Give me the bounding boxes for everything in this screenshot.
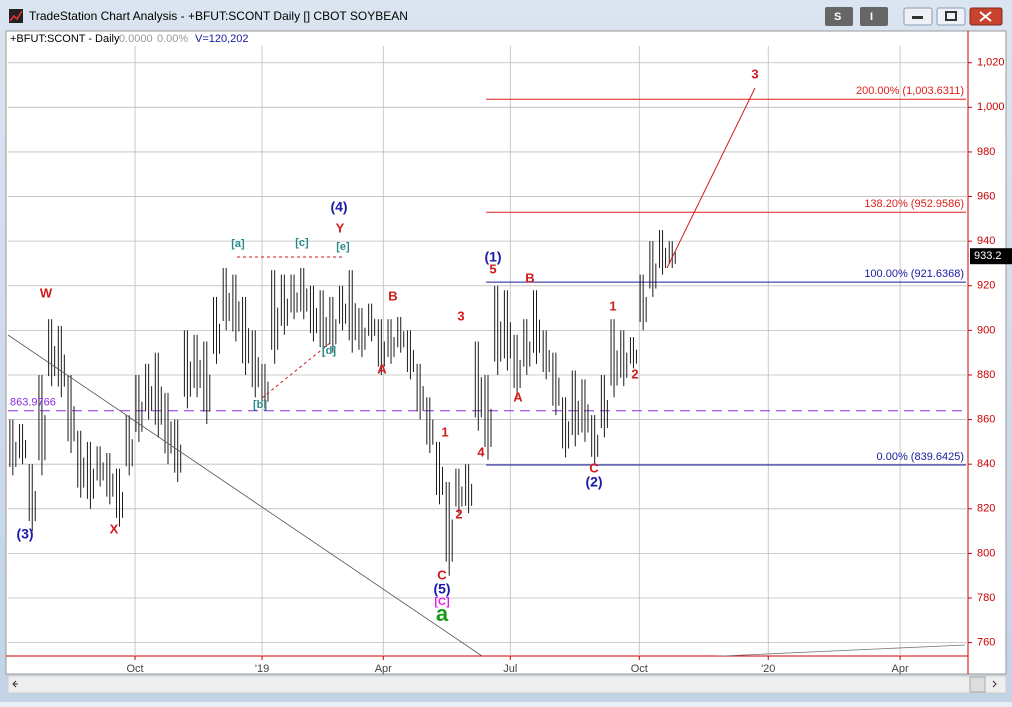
trendline <box>713 644 966 656</box>
scroll-left[interactable] <box>12 680 18 688</box>
wave-label: [e] <box>336 241 350 253</box>
fib-label: 100.00% (921.6368) <box>864 268 964 280</box>
wave-label: 3 <box>751 66 758 81</box>
scroll-right[interactable] <box>992 680 997 688</box>
x-tick-label: Oct <box>126 663 143 675</box>
s-button-label: S <box>834 11 841 23</box>
wave-label: [a] <box>231 238 245 250</box>
volume: V=120,202 <box>195 33 249 45</box>
wave-label: [d] <box>322 345 336 357</box>
symbol: +BFUT:SCONT - Daily <box>10 33 120 45</box>
y-tick-label: 840 <box>977 458 995 470</box>
scrollbar[interactable] <box>7 675 1007 694</box>
y-tick-label: 920 <box>977 280 995 292</box>
wave-label: [C] <box>434 596 450 608</box>
y-tick-label: 800 <box>977 547 995 559</box>
wave-label: (4) <box>330 199 347 215</box>
i-button-label: I <box>870 11 873 23</box>
wave-label: (3) <box>16 526 33 542</box>
change-pct: 0.00% <box>157 33 188 45</box>
change: 0.0000 <box>119 33 153 45</box>
wave-label: Y <box>336 220 345 235</box>
scroll-thumb[interactable] <box>969 676 986 693</box>
fib-label: 0.00% (839.6425) <box>877 451 964 463</box>
x-tick-label: '19 <box>255 663 269 675</box>
close-glyph <box>979 11 992 22</box>
y-tick-label: 980 <box>977 146 995 158</box>
y-tick-label: 1,020 <box>977 57 1005 69</box>
wave-label: X <box>110 521 119 536</box>
wave-label: B <box>525 270 534 285</box>
window-title: TradeStation Chart Analysis - +BFUT:SCON… <box>29 9 408 23</box>
wave-line <box>261 342 331 399</box>
projection-line <box>666 87 756 269</box>
y-tick-label: 880 <box>977 369 995 381</box>
y-tick-label: 780 <box>977 592 995 604</box>
wave-label: 3 <box>457 308 464 323</box>
y-tick-label: 900 <box>977 324 995 336</box>
wave-label: W <box>40 285 53 300</box>
s-button[interactable] <box>825 7 853 26</box>
app-icon <box>9 9 23 23</box>
drawings <box>8 87 966 656</box>
maximize-glyph <box>945 11 957 21</box>
x-tick-label: Apr <box>375 663 392 675</box>
x-tick-label: Jul <box>503 663 517 675</box>
wave-label: 2 <box>455 506 462 521</box>
wave-label: 2 <box>631 366 638 381</box>
wave-label: 1 <box>441 424 448 439</box>
wave-label: (2) <box>585 474 602 490</box>
wave-label: (5) <box>433 581 450 597</box>
y-tick-label: 760 <box>977 637 995 649</box>
minimize-glyph <box>912 16 923 19</box>
last-price-label: 933.2 <box>974 250 1002 262</box>
x-tick-label: Oct <box>631 663 648 675</box>
wave-label: B <box>388 288 397 303</box>
wave-label: [b] <box>253 399 267 411</box>
y-tick-label: 960 <box>977 190 995 202</box>
app-icon-glyph <box>9 10 23 22</box>
wave-label: 1 <box>609 298 616 313</box>
wave-label: a <box>436 601 449 626</box>
wave-label: 5 <box>489 261 496 276</box>
y-tick-label: 1,000 <box>977 101 1005 113</box>
i-button[interactable] <box>860 7 888 26</box>
wave-label: A <box>513 389 523 404</box>
fib-label: 200.00% (1,003.6311) <box>856 85 964 97</box>
y-tick-label: 940 <box>977 235 995 247</box>
maximize-button[interactable] <box>936 7 966 26</box>
wave-label: A <box>377 361 387 376</box>
plot <box>8 46 968 656</box>
wave-label: [c] <box>295 237 309 249</box>
reference-label: 863.9766 <box>10 397 56 409</box>
fib-label: 138.20% (952.9586) <box>864 198 964 210</box>
chart-area <box>5 30 1007 675</box>
y-tick-label: 820 <box>977 503 995 515</box>
y-tick-label: 860 <box>977 413 995 425</box>
wave-label: C <box>437 567 447 582</box>
trendline <box>8 334 483 656</box>
wave-label: 4 <box>477 444 485 459</box>
x-tick-label: '20 <box>761 663 775 675</box>
wave-label: C <box>589 460 599 475</box>
x-tick-label: Apr <box>892 663 909 675</box>
last-price-box <box>970 248 1012 265</box>
wave-label: (1) <box>484 249 501 265</box>
